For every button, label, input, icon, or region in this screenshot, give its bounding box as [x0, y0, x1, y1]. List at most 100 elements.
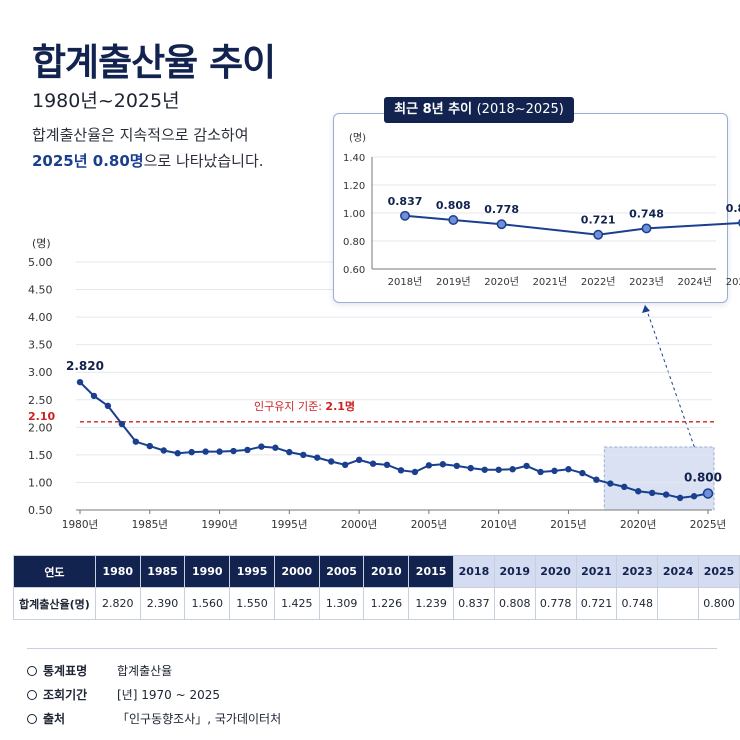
data-point	[397, 467, 405, 474]
inset-data-point	[593, 229, 604, 240]
inset-data-point	[641, 223, 652, 234]
data-point	[607, 480, 614, 487]
inset-x-tick-label: 2025년	[726, 276, 740, 288]
inset-y-tick-label: 1.20	[343, 181, 365, 192]
y-axis-unit: (명)	[32, 237, 51, 250]
data-point	[355, 456, 363, 464]
inset-data-label: 0.748	[629, 207, 664, 220]
metadata-value: 「인구동향조사」, 국가데이터처	[117, 712, 282, 726]
table-year-cell: 2020	[534, 555, 577, 588]
table-value-cell: 0.837	[453, 587, 495, 620]
metadata-value: [년] 1970 ~ 2025	[117, 688, 220, 702]
y-tick-label: 1.50	[28, 449, 53, 462]
data-point	[328, 458, 335, 465]
summary-highlight: 2025년 0.80명	[32, 152, 144, 170]
page-subtitle: 1980년~2025년	[32, 90, 180, 112]
series-line	[79, 381, 709, 499]
inset-y-unit: (명)	[349, 132, 366, 144]
inset-x-tick-label: 2019년	[436, 276, 471, 288]
summary-line-2: 2025년 0.80명으로 나타났습니다.	[32, 148, 264, 174]
data-point	[690, 493, 698, 500]
y-tick-label: 5.00	[28, 256, 53, 269]
table-value-cell: 1.226	[363, 587, 410, 620]
table-value-cell: 0.778	[534, 587, 577, 620]
inset-data-point	[496, 219, 507, 230]
data-point	[230, 447, 237, 455]
data-point	[118, 420, 126, 428]
table-year-cell: 2015	[408, 555, 454, 588]
inset-y-tick-label: 0.60	[343, 265, 365, 276]
y-tick-label: 4.50	[28, 284, 53, 297]
data-label: 2.820	[66, 359, 104, 373]
inset-series-line	[404, 214, 740, 236]
summary-rest: 으로 나타났습니다.	[143, 152, 264, 170]
data-point	[621, 483, 628, 491]
footer-divider	[27, 648, 717, 649]
inset-data-label: 0.778	[484, 203, 519, 216]
reference-label: 인구유지 기준: 2.1명	[254, 399, 355, 413]
data-table: 연도 1980 1985 1990 1995 2000 2005 2010 2015 2018 20…	[13, 555, 740, 620]
data-point	[425, 462, 433, 469]
y-tick-label: 2.00	[28, 421, 53, 434]
x-tick-label: 1980년	[62, 519, 98, 531]
table-value-cell: 1.550	[229, 587, 275, 620]
inset-x-tick-label: 2022년	[581, 276, 616, 288]
x-tick-label: 1995년	[271, 519, 307, 531]
data-point	[76, 378, 84, 386]
data-point	[132, 438, 140, 445]
data-point	[453, 462, 460, 470]
data-point	[383, 461, 391, 469]
highlight-region	[603, 446, 715, 511]
x-tick-label: 2020년	[620, 519, 656, 531]
recent-trend-subtitle: (2018~2025)	[476, 102, 564, 117]
inset-y-tick-label: 1.40	[343, 153, 365, 164]
inset-y-tick-label: 1.00	[343, 209, 365, 220]
y-tick-label: 3.50	[28, 339, 53, 352]
metadata-key: 출처	[43, 712, 66, 726]
data-point	[300, 451, 307, 459]
x-tick-label: 1990년	[201, 519, 237, 531]
metadata-item: 출처 「인구동향조사」, 국가데이터처	[27, 710, 281, 727]
data-point	[258, 443, 265, 450]
data-point	[369, 460, 377, 467]
data-point	[702, 488, 714, 499]
metadata-item: 통계표명 합계출산율	[27, 662, 172, 679]
inset-y-tick-label: 0.80	[343, 237, 365, 248]
metadata-item: 조회기간 [년] 1970 ~ 2025	[27, 686, 220, 703]
table-header-row: 연도 1980 1985 1990 1995 2000 2005 2010 2015 2018 20…	[13, 555, 740, 588]
table-year-cell: 2021	[575, 555, 618, 588]
table-year-cell: 2000	[273, 555, 320, 588]
y-tick-label: 2.50	[28, 394, 53, 407]
y-tick-label: 3.00	[28, 366, 53, 379]
table-year-cell: 1985	[139, 555, 186, 588]
table-value-cell	[657, 587, 700, 620]
data-point	[244, 446, 251, 454]
metadata-key: 통계표명	[43, 664, 88, 678]
data-point	[593, 476, 600, 483]
data-point	[481, 466, 488, 473]
y-tick-label: 1.00	[28, 476, 53, 489]
data-point	[286, 448, 293, 456]
metadata-key: 조회기간	[43, 688, 88, 702]
data-point	[551, 467, 558, 475]
data-point	[411, 468, 419, 476]
table-value-cell: 1.425	[273, 587, 320, 620]
data-point	[146, 442, 153, 450]
table-value-cell: 2.820	[94, 587, 141, 620]
bullet-circle-icon	[27, 665, 37, 676]
table-row-label: 합계출산율(명)	[13, 587, 96, 620]
recent-trend-panel	[333, 113, 728, 303]
x-tick-label: 2010년	[480, 519, 516, 531]
data-label: 0.800	[684, 470, 722, 484]
data-point	[565, 466, 572, 473]
inset-x-tick-label: 2018년	[388, 276, 423, 288]
data-point	[676, 494, 684, 502]
inset-x-tick-label: 2023년	[629, 276, 664, 288]
inset-x-tick-label: 2021년	[533, 276, 568, 288]
table-value-cell: 0.748	[616, 587, 659, 620]
data-point	[439, 461, 447, 468]
table-year-cell: 2023	[616, 555, 659, 588]
inset-x-tick-label: 2024년	[677, 276, 712, 288]
page-title: 합계출산율 추이	[32, 41, 276, 84]
data-point	[188, 448, 195, 456]
